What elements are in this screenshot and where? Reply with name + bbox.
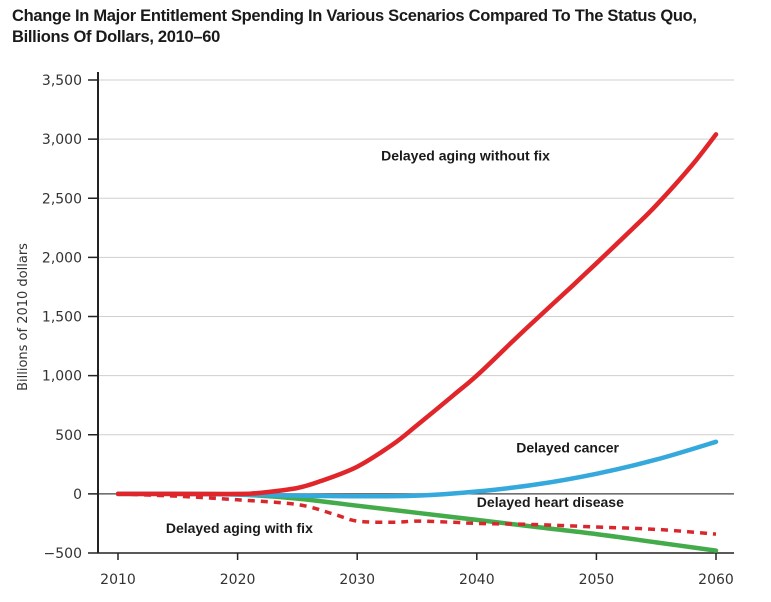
x-tick-label: 2020 [220,572,256,588]
series-lines [115,132,719,553]
chart-title-line-2: Billions Of Dollars, 2010–60 [12,28,221,46]
x-tick-label: 2060 [698,572,734,588]
y-tick-label: 1,000 [42,369,82,385]
axes: −500 0 500 1,000 1,500 2,000 2,500 3,000 3,500 20… [16,72,734,588]
x-tick-label: 2050 [579,572,615,588]
y-tick-label: 2,000 [42,250,82,266]
y-tick-label: 3,000 [42,132,82,148]
y-tick-label: 2,500 [42,191,82,207]
y-tick-label: 1,500 [42,310,82,326]
series-line-delayed-aging-with-fix [117,492,717,536]
x-tick-label: 2010 [100,572,136,588]
y-tick-label: −500 [44,546,82,562]
series-label: Delayed aging without fix [381,147,550,163]
series-label: Delayed aging with fix [166,520,313,536]
y-axis-label: Billions of 2010 dollars [16,243,31,391]
y-tick-label: 3,500 [42,73,82,89]
chart-title: Change In Major Entitlement Spending In … [12,6,762,48]
y-tick-label: 500 [55,428,82,444]
y-tick-label: 0 [73,487,82,503]
x-tick-label: 2040 [459,572,495,588]
series-label: Delayed heart disease [477,494,624,510]
series-label: Delayed cancer [516,439,619,455]
x-tick-label: 2030 [339,572,375,588]
series-line-delayed-aging-without-fix [115,132,719,497]
series-labels: Delayed aging without fix Delayed cancer D… [166,147,624,535]
series-line-delayed-cancer [115,439,719,499]
chart-title-line-1: Change In Major Entitlement Spending In … [12,7,697,25]
